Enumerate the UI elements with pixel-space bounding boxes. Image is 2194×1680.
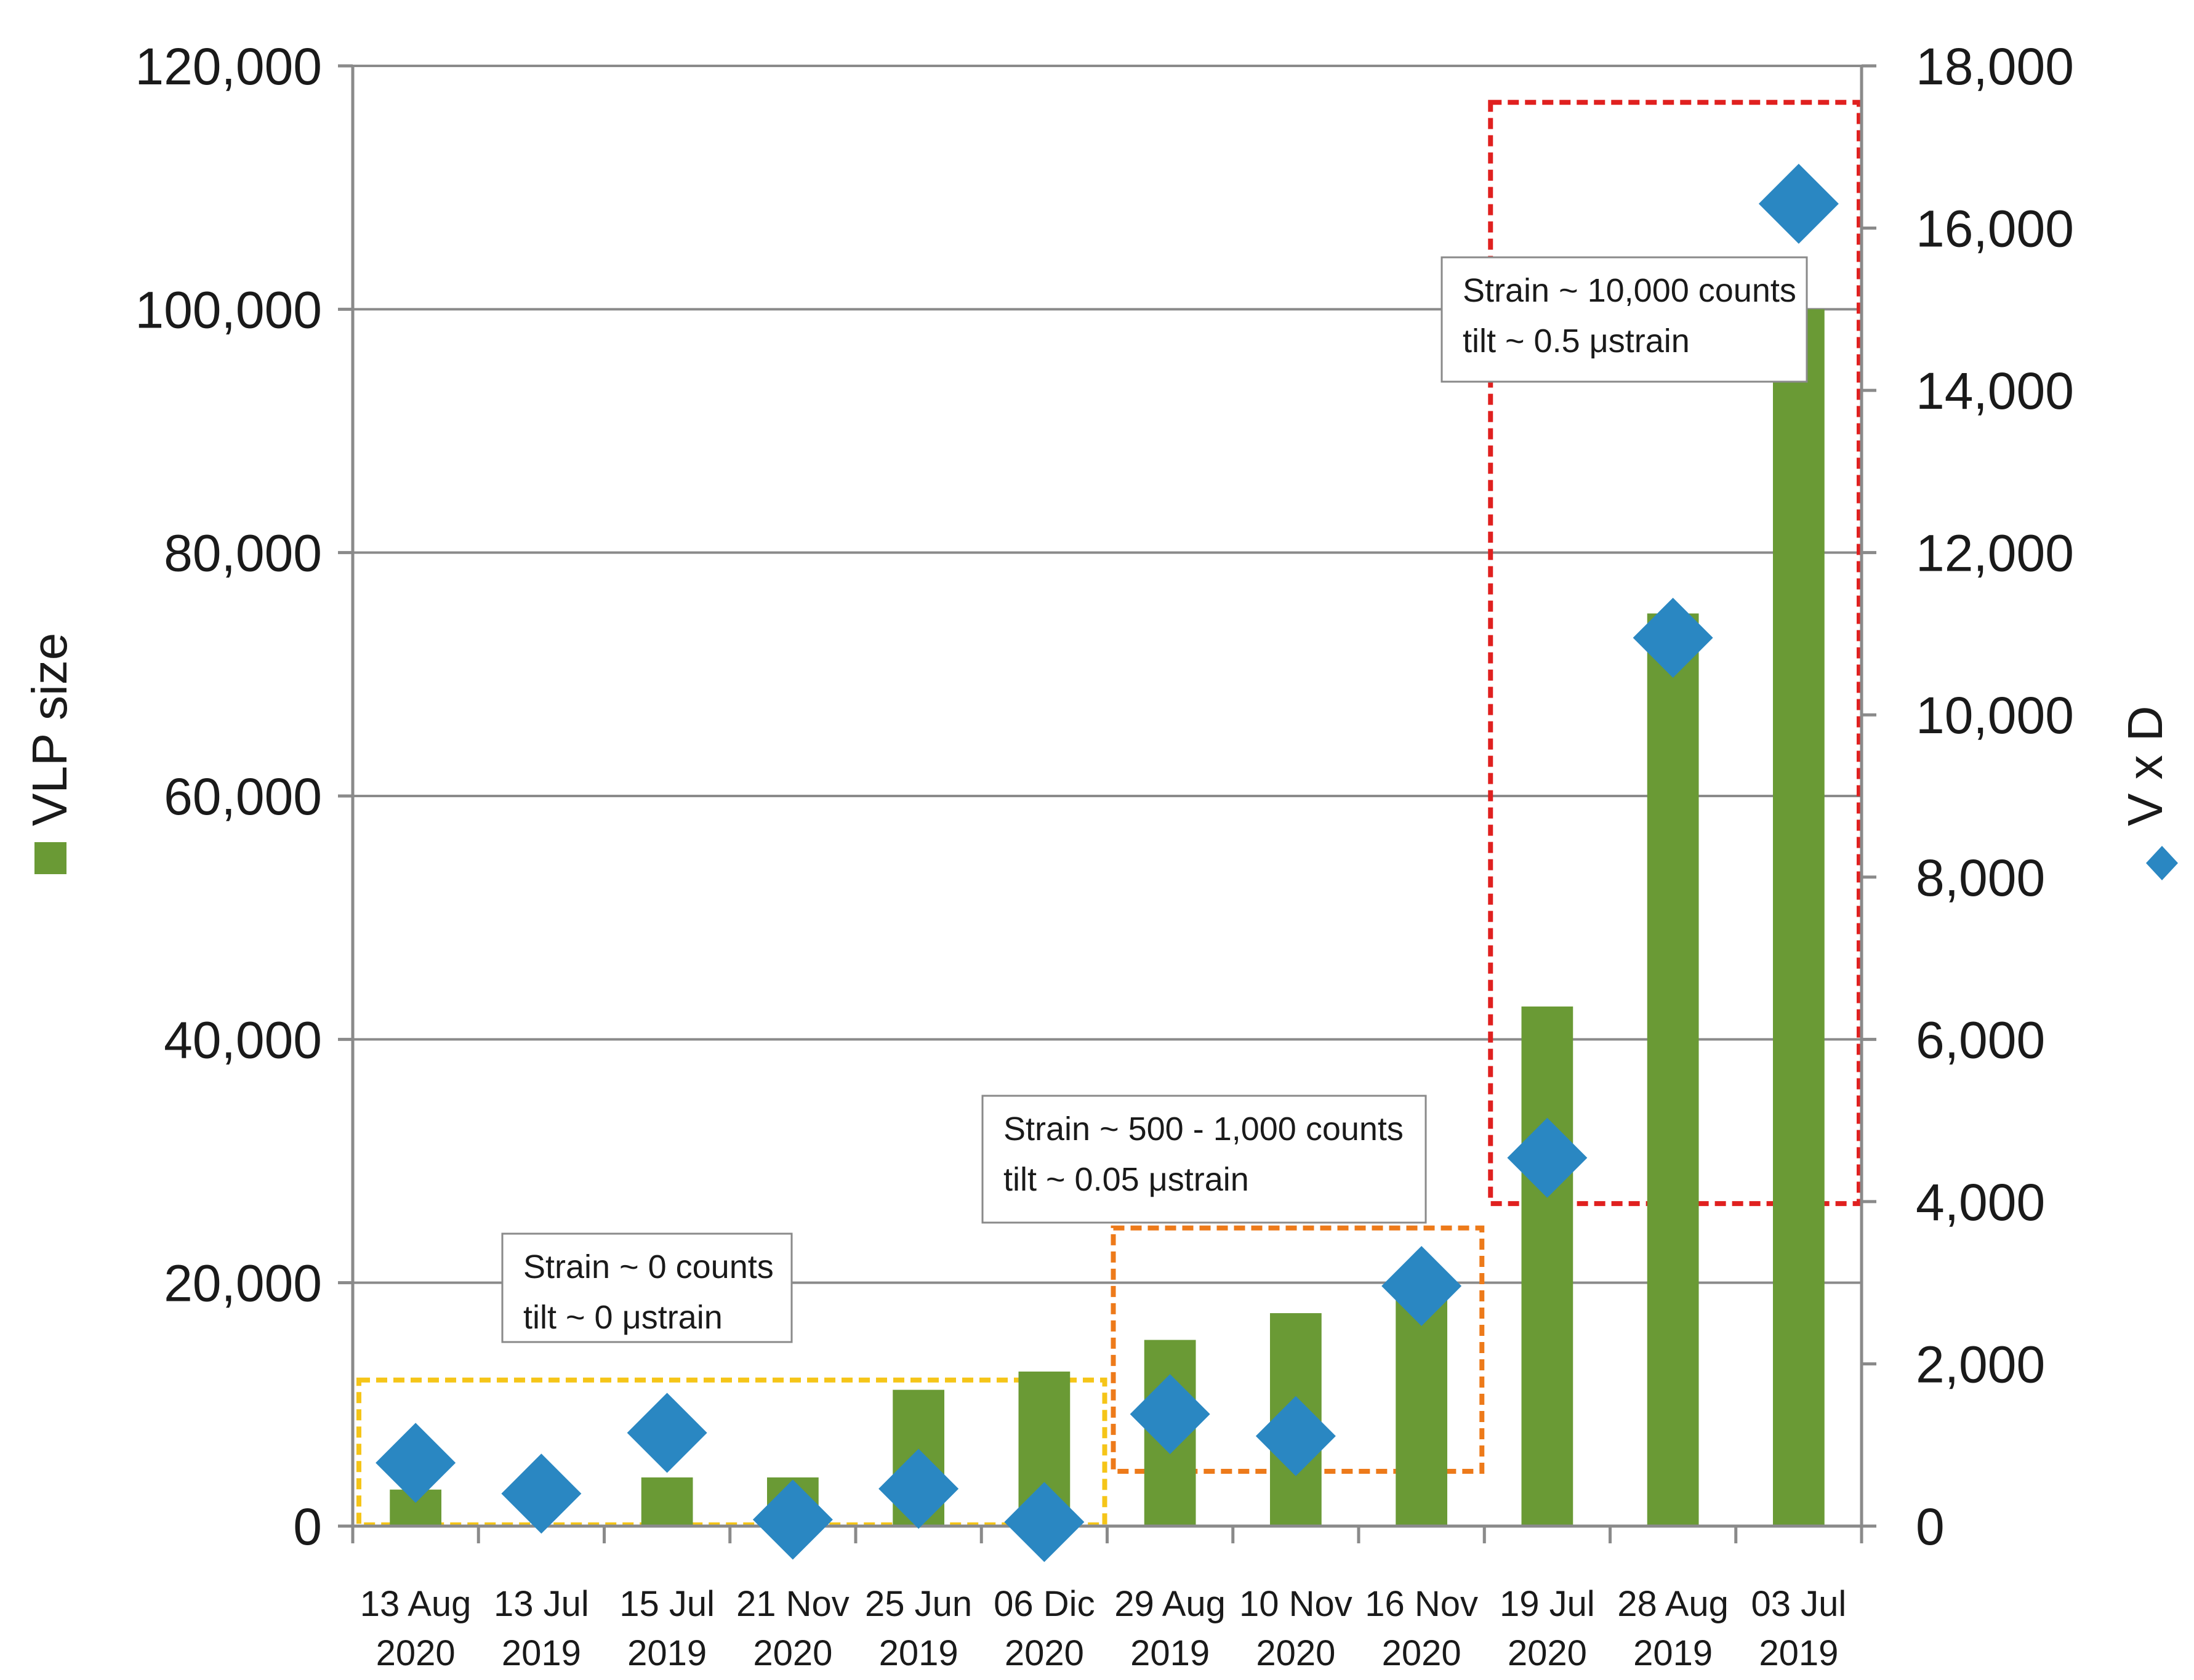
left-tick-label: 60,000 bbox=[164, 768, 322, 826]
marker-diamond bbox=[1130, 1374, 1210, 1455]
marker-diamond bbox=[1004, 1482, 1085, 1562]
x-tick-label: 10 Nov 2020 bbox=[1239, 1584, 1352, 1673]
right-tick-label: 16,000 bbox=[1916, 200, 2074, 258]
marker-diamond bbox=[501, 1453, 582, 1534]
right-tick-label: 0 bbox=[1916, 1498, 1945, 1556]
x-tick-label: 13 Aug 2020 bbox=[360, 1584, 472, 1673]
annotation-text: Strain ~ 10,000 counts bbox=[1463, 272, 1796, 309]
left-tick-label: 20,000 bbox=[164, 1255, 322, 1312]
marker-diamond bbox=[627, 1393, 707, 1473]
annotation-text: Strain ~ 0 counts bbox=[523, 1248, 774, 1285]
annotation-box bbox=[501, 1232, 793, 1343]
marker-diamond bbox=[376, 1423, 456, 1503]
right-tick-label: 2,000 bbox=[1916, 1335, 2045, 1393]
y-axis-title-left: VLP size bbox=[22, 633, 77, 874]
bars bbox=[390, 309, 1825, 1526]
x-tick-label: 16 Nov 2020 bbox=[1365, 1584, 1478, 1673]
marker-diamond bbox=[1381, 1245, 1462, 1326]
marker-diamond bbox=[1633, 598, 1713, 678]
annotation-box bbox=[1441, 256, 1808, 383]
left-tick-label: 40,000 bbox=[164, 1011, 322, 1069]
marker-diamond bbox=[1507, 1117, 1588, 1198]
right-tick-label: 18,000 bbox=[1916, 38, 2074, 95]
labels: 0 20,000 40,000 60,000 80,000 100,000 120,000 0… bbox=[22, 38, 2178, 1673]
y-axis-label-left: VLP size bbox=[22, 633, 77, 826]
marker-diamond bbox=[878, 1449, 959, 1529]
legend-swatch-diamond bbox=[2146, 846, 2178, 880]
annotation-text: tilt ~ 0.5 μstrain bbox=[1463, 323, 1690, 360]
x-tick-label: 15 Jul 2019 bbox=[619, 1584, 715, 1673]
bar bbox=[1773, 309, 1825, 1526]
right-tick-label: 6,000 bbox=[1916, 1011, 2045, 1069]
markers bbox=[376, 164, 1839, 1562]
group-box bbox=[1488, 100, 1862, 1207]
legend-swatch-bar bbox=[34, 842, 66, 874]
axes bbox=[338, 64, 1876, 1543]
right-tick-label: 4,000 bbox=[1916, 1173, 2045, 1231]
right-tick-label: 8,000 bbox=[1916, 849, 2045, 907]
x-tick-label: 21 Nov 2020 bbox=[736, 1584, 850, 1673]
x-tick-label: 25 Jun 2019 bbox=[865, 1584, 972, 1673]
right-tick-label: 10,000 bbox=[1916, 686, 2074, 744]
right-tick-label: 14,000 bbox=[1916, 362, 2074, 420]
x-tick-label: 29 Aug 2019 bbox=[1114, 1584, 1226, 1673]
group-box bbox=[356, 1377, 1107, 1528]
x-tick-label: 06 Dic 2020 bbox=[994, 1584, 1095, 1673]
y-axis-label-right: V x D bbox=[2118, 705, 2172, 826]
annotation-text: tilt ~ 0 μstrain bbox=[523, 1299, 723, 1336]
y-axis-title-right: V x D bbox=[2118, 705, 2178, 880]
x-tick-label: 03 Jul 2019 bbox=[1751, 1584, 1846, 1673]
bar bbox=[641, 1477, 693, 1526]
bar bbox=[1521, 1006, 1573, 1526]
x-tick-label: 19 Jul 2020 bbox=[1500, 1584, 1595, 1673]
left-tick-label: 120,000 bbox=[135, 38, 322, 95]
x-tick-label: 13 Jul 2019 bbox=[494, 1584, 589, 1673]
marker-diamond bbox=[752, 1479, 833, 1560]
left-tick-label: 100,000 bbox=[135, 281, 322, 339]
annotation-box bbox=[981, 1095, 1427, 1224]
annotation-text: Strain ~ 500 - 1,000 counts bbox=[1003, 1111, 1404, 1147]
marker-diamond bbox=[1255, 1396, 1336, 1476]
gridlines bbox=[353, 65, 1862, 1284]
left-tick-label: 80,000 bbox=[164, 524, 322, 582]
right-tick-label: 12,000 bbox=[1916, 524, 2074, 582]
x-tick-label: 28 Aug 2019 bbox=[1617, 1584, 1729, 1673]
annotation-text: tilt ~ 0.05 μstrain bbox=[1003, 1161, 1249, 1198]
marker-diamond bbox=[1758, 164, 1839, 244]
bar bbox=[1647, 613, 1699, 1526]
left-tick-label: 0 bbox=[293, 1498, 322, 1556]
